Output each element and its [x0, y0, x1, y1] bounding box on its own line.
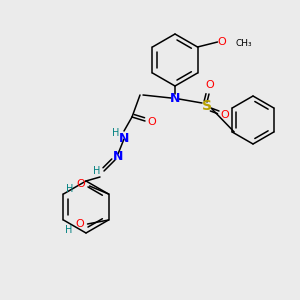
- Text: CH₃: CH₃: [236, 38, 252, 47]
- Text: O: O: [217, 37, 226, 47]
- Text: N: N: [113, 151, 123, 164]
- Text: O: O: [220, 110, 230, 120]
- Text: H: H: [93, 166, 101, 176]
- Text: H: H: [112, 128, 120, 138]
- Text: O: O: [75, 219, 84, 229]
- Text: H: H: [65, 225, 72, 235]
- Text: O: O: [148, 117, 156, 127]
- Text: O: O: [206, 80, 214, 90]
- Text: H: H: [66, 184, 73, 194]
- Text: O: O: [76, 179, 85, 189]
- Text: S: S: [202, 99, 212, 113]
- Text: N: N: [119, 133, 129, 146]
- Text: N: N: [170, 92, 180, 104]
